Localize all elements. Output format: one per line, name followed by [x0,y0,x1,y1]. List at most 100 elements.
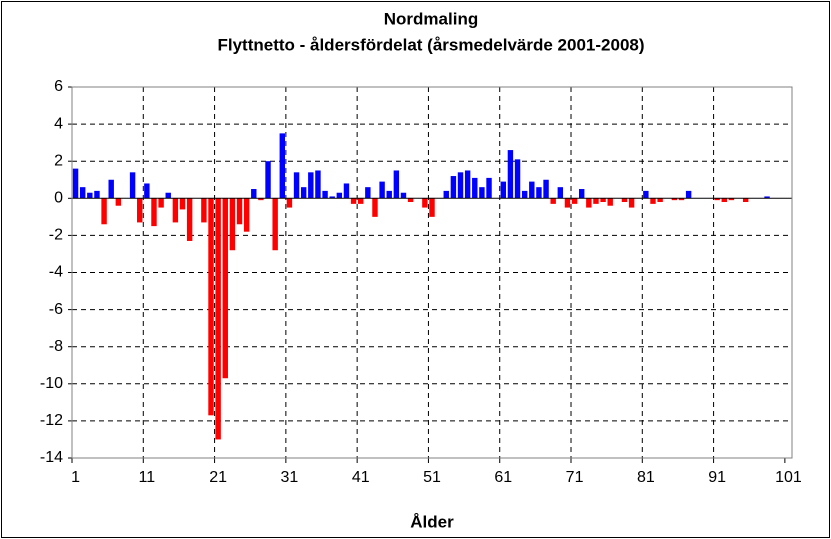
bar [536,187,542,199]
bar [621,198,628,203]
bar [671,198,678,201]
bar [151,198,157,227]
bar [365,187,371,199]
bar [657,198,663,203]
x-tick-label: 51 [423,469,441,486]
bar [529,181,535,199]
bar [643,190,649,199]
bar [521,190,528,199]
bar [600,198,606,203]
bar [479,187,485,199]
x-tick-label: 61 [494,469,512,486]
bar [507,150,514,199]
bar [208,198,214,416]
bar [251,189,257,199]
bar [650,198,656,204]
x-tick-label: 81 [637,469,655,486]
bar [564,198,571,208]
bar [222,198,228,379]
bar [329,196,335,199]
bar [258,198,264,201]
bar [322,190,328,199]
bar [472,177,478,199]
bar [728,198,735,201]
bar [144,183,150,199]
bar [543,179,549,199]
y-tick-label: -8 [49,338,63,355]
bar [172,198,179,223]
bar [101,198,107,225]
plot-border [71,86,793,459]
x-tick-label: 31 [281,469,299,486]
bar [165,192,171,199]
bar [742,198,749,203]
y-tick-label: -6 [49,301,63,318]
y-tick-label: -14 [40,449,63,466]
bar [457,172,464,199]
bar [300,187,307,199]
y-tick-label: 6 [54,78,63,95]
bar [129,172,136,199]
bar [586,198,592,208]
x-tick-label: 11 [139,469,156,486]
bar [215,198,221,440]
bar [678,198,685,201]
bar [137,198,143,223]
bar [115,198,122,206]
y-tick-label: 4 [54,115,63,132]
bar [578,189,585,199]
bar [108,179,114,199]
x-tick-label: 21 [209,469,227,486]
bar [372,198,378,217]
x-tick-label: 71 [566,469,584,486]
bar [593,198,599,204]
x-tick-label: 1 [71,469,80,486]
bar [265,161,271,199]
bar [158,198,164,208]
bar [186,198,193,241]
bar [279,133,286,199]
bar [443,190,449,199]
y-tick-label: -10 [40,375,63,392]
bar [400,192,407,199]
y-tick-label: -4 [49,264,63,281]
bar [407,198,414,203]
bar [386,190,392,199]
bar [464,170,471,199]
bar [557,187,564,199]
bar [393,170,400,199]
chart-title: Nordmaling [384,9,478,28]
bar [336,192,343,199]
bar [514,159,521,199]
x-tick-label: 101 [775,469,802,486]
x-axis-label: Ålder [410,512,454,531]
bar [293,172,300,199]
y-tick-label: 0 [54,190,63,207]
y-tick-label: -2 [49,227,63,244]
bar [571,198,578,204]
bar [628,198,635,208]
bar [607,198,613,206]
bar [72,168,79,199]
bar [201,198,207,223]
x-tick-label: 91 [708,469,726,486]
bar [500,181,506,199]
bar [94,190,100,199]
bar [450,176,457,199]
bar [286,198,293,208]
bar [350,198,357,204]
bar [272,198,278,251]
bar [422,198,428,208]
bar [429,198,435,217]
x-tick-label: 41 [352,469,370,486]
bar [550,198,556,204]
bar [179,198,186,210]
bar [308,172,314,199]
y-tick-label: -12 [40,412,63,429]
bar [229,198,236,251]
chart-subtitle: Flyttnetto - åldersfördelat (årsmedelvär… [217,35,644,54]
bar [236,198,243,225]
bar [685,190,692,199]
bar [721,198,727,203]
